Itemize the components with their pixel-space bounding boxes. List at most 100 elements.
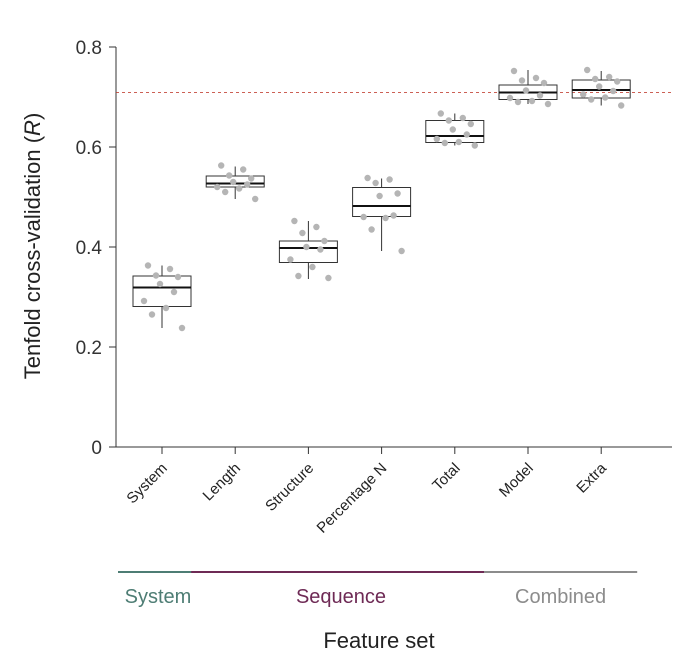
data-point: [252, 195, 259, 203]
data-point: [236, 185, 243, 192]
data-point: [449, 126, 456, 133]
iqr-box: [205, 175, 265, 188]
data-point: [140, 297, 148, 305]
group-brackets: System Sequence Combined: [118, 571, 638, 608]
data-point: [248, 175, 255, 182]
data-point: [584, 66, 591, 74]
x-tick-label: Percentage N: [314, 460, 391, 537]
data-point: [510, 67, 518, 75]
data-point: [463, 131, 470, 138]
y-tick-label: 0.4: [76, 238, 103, 259]
box-model: [498, 67, 558, 108]
data-point: [544, 100, 552, 108]
x-tick-label: Total: [429, 460, 463, 494]
y-axis-title-suffix: ): [20, 113, 45, 120]
data-point: [588, 96, 595, 103]
data-point: [222, 188, 229, 196]
data-point: [317, 246, 324, 253]
data-point: [610, 87, 617, 95]
data-point: [536, 92, 544, 99]
data-point: [596, 83, 603, 90]
data-point: [522, 87, 530, 94]
data-point: [376, 192, 383, 200]
data-point: [174, 273, 182, 281]
data-point: [364, 174, 371, 182]
data-point: [471, 142, 478, 149]
data-point: [360, 213, 367, 221]
data-point: [287, 256, 294, 263]
data-point: [178, 324, 186, 332]
data-point: [368, 226, 375, 233]
data-point: [226, 172, 233, 179]
data-point: [148, 311, 156, 318]
data-point: [321, 237, 328, 245]
data-point: [291, 217, 298, 225]
iqr-box: [132, 275, 192, 307]
x-tick-label: Extra: [573, 459, 610, 496]
data-point: [214, 183, 221, 191]
box-structure: [278, 217, 338, 282]
data-point: [459, 114, 466, 122]
y-axis-title-italic: R: [20, 120, 45, 136]
box-length: [205, 162, 265, 203]
data-point: [152, 272, 160, 279]
data-point: [528, 97, 536, 105]
data-point: [382, 214, 389, 222]
y-tick-label: 0.8: [76, 38, 102, 59]
data-point: [394, 190, 401, 197]
y-axis-title-prefix: Tenfold cross-validation (: [20, 135, 45, 379]
iqr-box: [352, 187, 412, 217]
box-total: [425, 110, 485, 149]
data-point: [230, 178, 237, 186]
data-point: [455, 138, 462, 146]
data-point: [437, 110, 444, 117]
box-system: [132, 262, 192, 332]
data-point: [580, 91, 587, 98]
data-point: [433, 135, 440, 143]
data-point: [467, 120, 474, 128]
data-point: [309, 263, 316, 271]
data-point: [532, 74, 540, 82]
box-extra: [571, 66, 631, 109]
data-point: [618, 102, 625, 109]
data-point: [514, 98, 522, 106]
data-point: [166, 265, 174, 273]
data-point: [602, 94, 609, 101]
y-tick-label: 0: [91, 438, 102, 459]
box-percentage-n: [352, 174, 412, 255]
data-point: [295, 272, 302, 280]
data-point: [518, 77, 526, 84]
data-point: [506, 94, 514, 102]
data-point: [372, 179, 379, 187]
group-label-system: System: [125, 586, 192, 608]
x-axis-title: Feature set: [323, 628, 434, 652]
data-point: [156, 280, 164, 288]
iqr-box: [278, 240, 338, 263]
data-point: [303, 243, 310, 251]
data-point: [445, 117, 452, 124]
data-point: [240, 166, 247, 173]
data-point: [441, 139, 448, 147]
iqr-box: [425, 120, 485, 143]
data-point: [325, 274, 332, 282]
x-tick-label: System: [123, 460, 170, 507]
data-point: [592, 75, 599, 83]
data-point: [606, 73, 613, 81]
boxes-layer: [132, 66, 631, 332]
group-label-combined: Combined: [515, 586, 606, 608]
x-tick-label: Structure: [262, 460, 317, 515]
data-point: [144, 262, 152, 269]
y-axis: 0 0.2 0.4 0.6 0.8: [76, 38, 117, 459]
y-axis-title: Tenfold cross-validation (R): [20, 113, 45, 380]
x-tick-label: Model: [496, 460, 537, 501]
data-point: [390, 212, 397, 219]
data-point: [614, 78, 621, 85]
data-point: [313, 223, 320, 231]
x-tick-label: Length: [200, 460, 244, 504]
data-point: [170, 288, 178, 296]
y-tick-label: 0.6: [76, 138, 102, 159]
data-point: [540, 79, 548, 87]
data-point: [386, 176, 393, 183]
